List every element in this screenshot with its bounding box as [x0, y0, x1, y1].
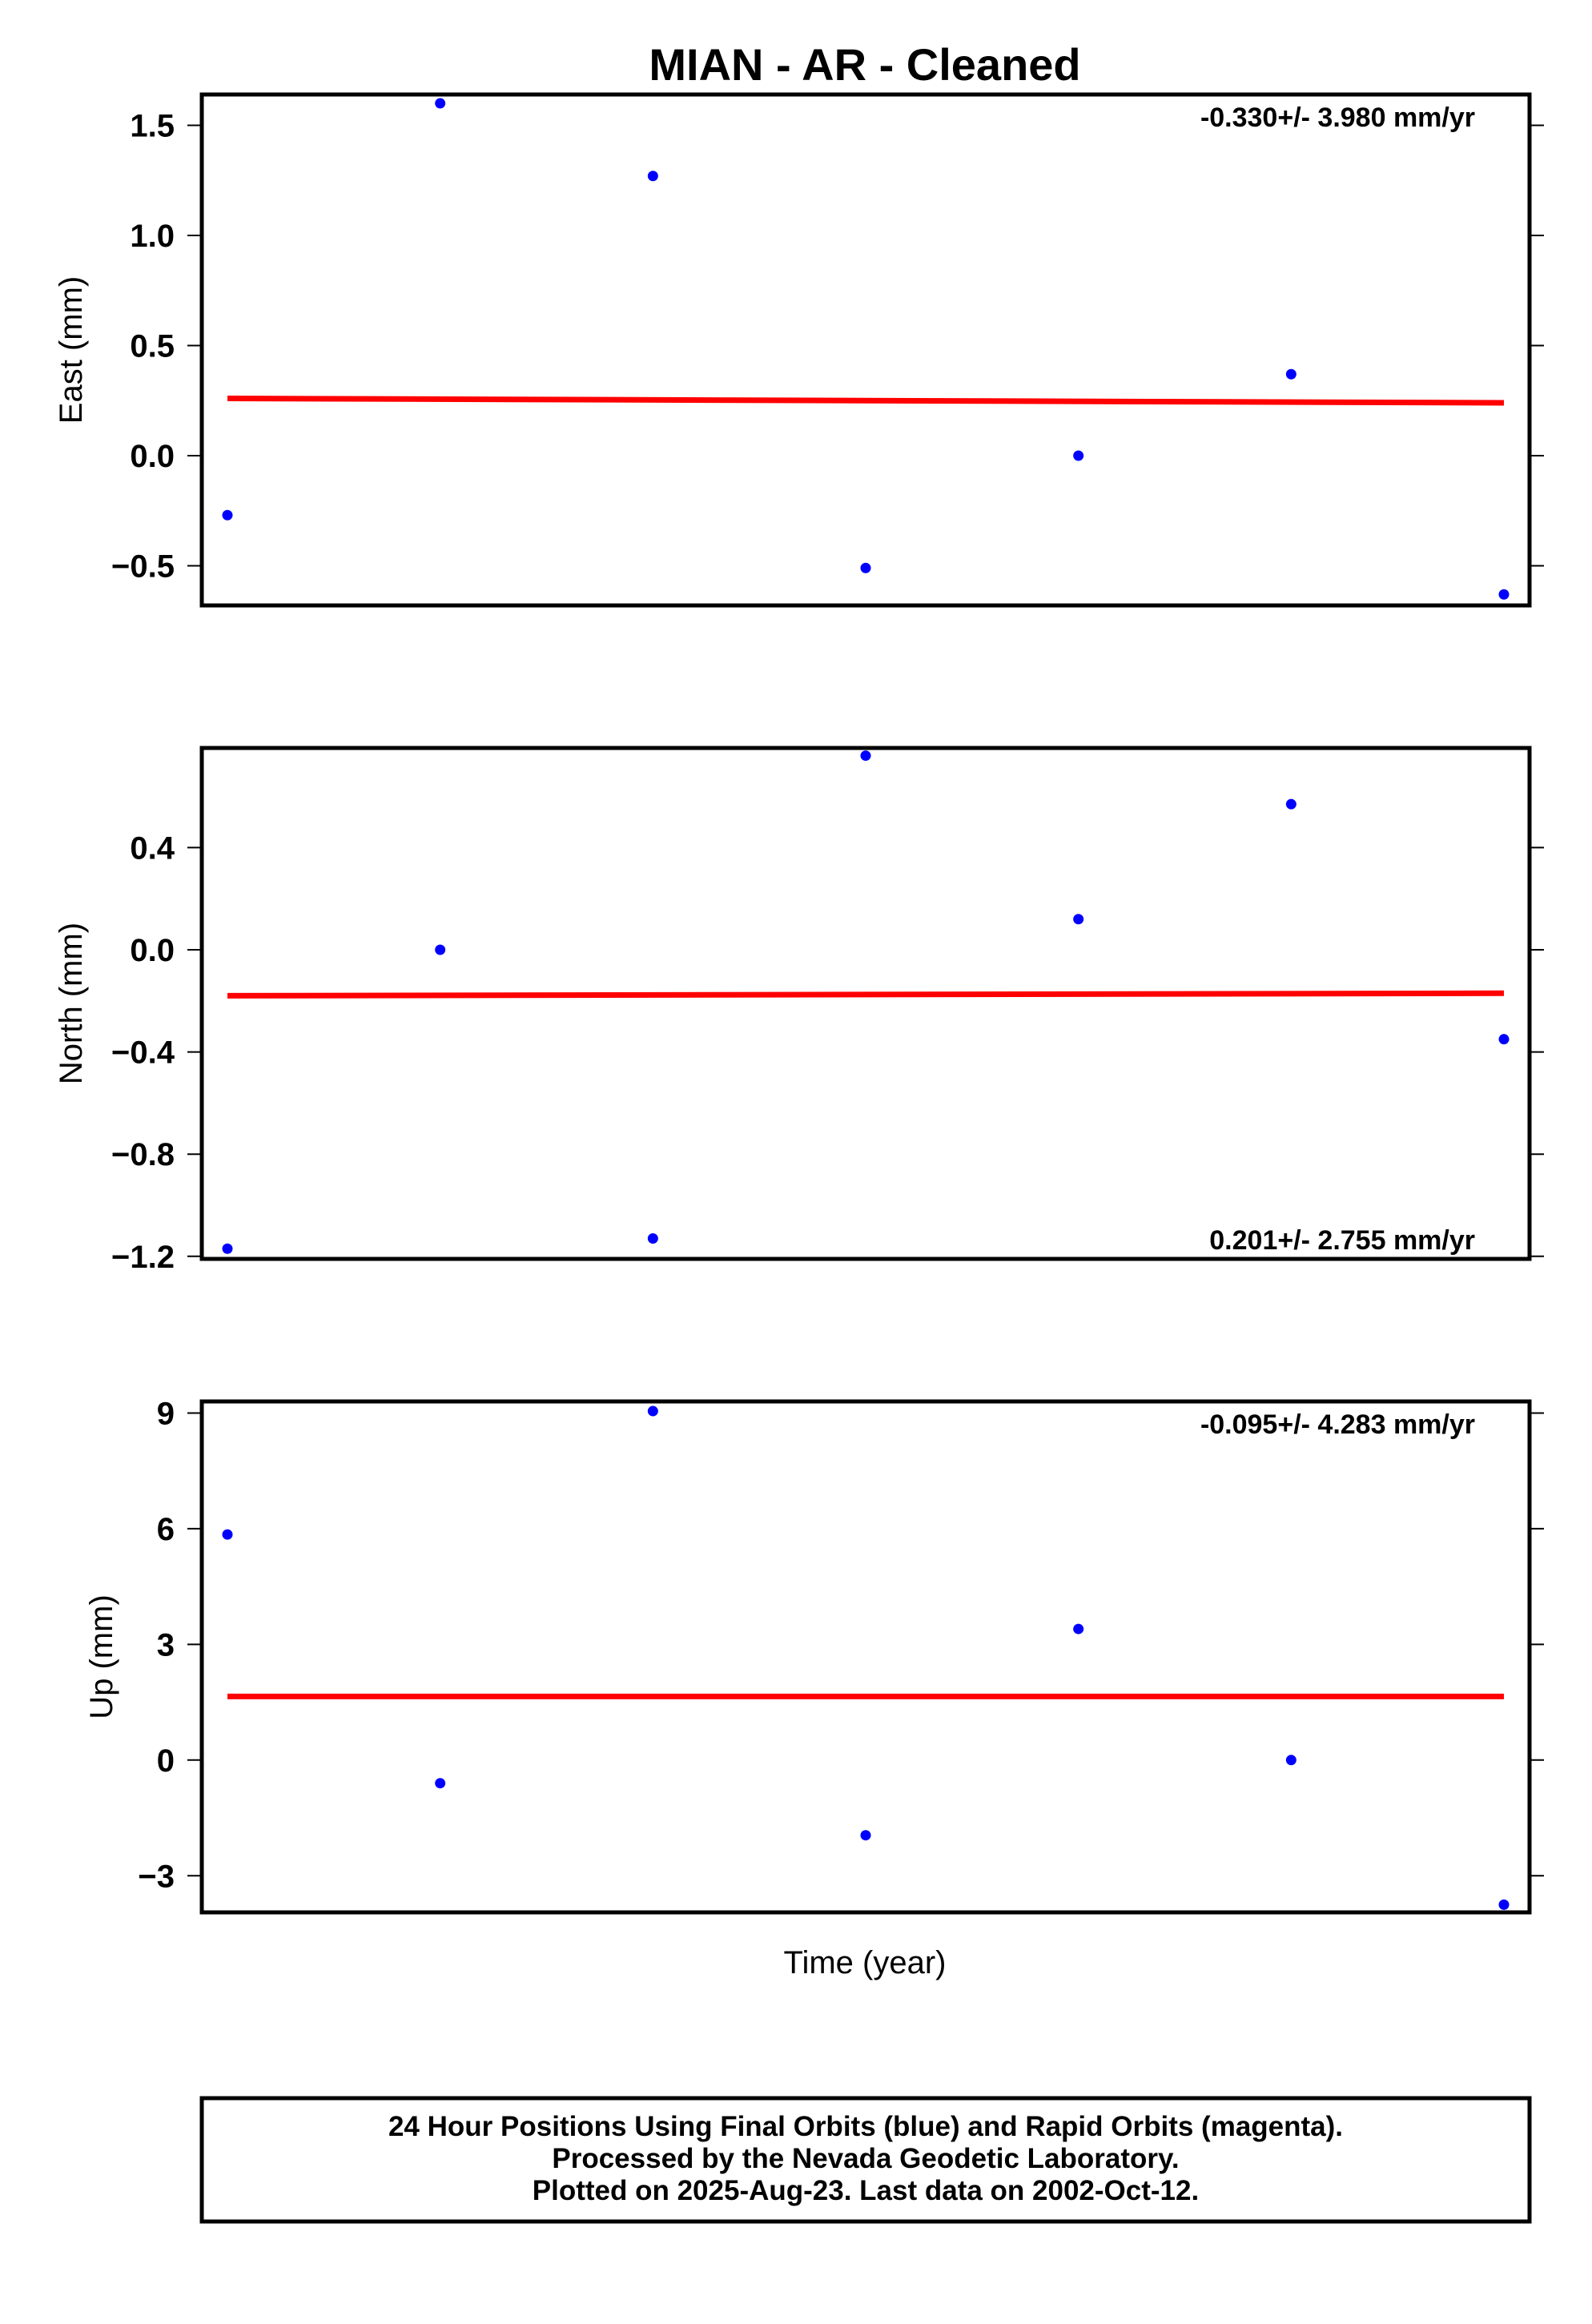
data-point: [222, 1529, 233, 1540]
data-point: [1073, 1623, 1084, 1634]
data-point: [1073, 914, 1084, 925]
data-point: [435, 1778, 446, 1789]
data-point: [1285, 798, 1297, 810]
y-axis-label: Up (mm): [84, 1594, 119, 1719]
panel-frame: [199, 92, 1532, 608]
y-tick-label: 3: [157, 1627, 175, 1663]
y-tick-label: −0.4: [111, 1035, 175, 1071]
velocity-rate-label: -0.095+/- 4.283 mm/yr: [1200, 1409, 1475, 1440]
y-tick-label: 1.5: [130, 109, 175, 144]
y-tick-label: −0.8: [111, 1137, 175, 1172]
y-tick-label: 0.0: [130, 439, 175, 474]
data-point: [1498, 589, 1510, 600]
footer-line-2: Processed by the Nevada Geodetic Laborat…: [552, 2143, 1179, 2174]
panel-frame: [199, 746, 1532, 1261]
y-tick-label: −3: [138, 1859, 175, 1894]
y-tick-label: 6: [157, 1512, 175, 1547]
data-point: [1498, 1899, 1510, 1910]
panel-3: 9 6 3 0 −3 Up (mm) -0.095+/- 4.283 mm/yr: [84, 1396, 1544, 1915]
data-point: [1285, 368, 1297, 380]
footer-frame: [199, 2096, 1532, 2224]
y-axis-label: East (mm): [54, 276, 89, 424]
y-tick-label: 0.5: [130, 329, 175, 364]
trend-line: [227, 396, 1505, 406]
data-point: [1073, 450, 1084, 461]
x-axis-label: Time (year): [784, 1945, 947, 1980]
data-point: [860, 750, 871, 762]
y-tick-label: 9: [157, 1396, 175, 1431]
y-axis-label: North (mm): [54, 923, 89, 1084]
footer-line-1: 24 Hour Positions Using Final Orbits (bl…: [388, 2111, 1343, 2142]
data-point: [435, 944, 446, 955]
data-point: [860, 1830, 871, 1841]
data-point: [647, 1405, 658, 1417]
data-point: [222, 509, 233, 521]
velocity-rate-label: -0.330+/- 3.980 mm/yr: [1200, 103, 1475, 133]
data-point: [860, 562, 871, 573]
y-tick-label: 0.0: [130, 933, 175, 968]
velocity-rate-label: 0.201+/- 2.755 mm/yr: [1209, 1225, 1475, 1256]
panel-frame: [199, 1399, 1532, 1915]
panel-1: 1.5 1.0 0.5 0.0 −0.5 East (mm) -0.330+/- 3.980…: [54, 92, 1544, 608]
y-tick-label: 0.4: [130, 830, 175, 866]
y-tick-label: 0: [157, 1743, 175, 1779]
data-point: [647, 1232, 658, 1244]
data-point: [435, 98, 446, 109]
y-tick-label: 1.0: [130, 219, 175, 254]
y-tick-label: −0.5: [111, 549, 175, 585]
y-tick-label: −1.2: [111, 1240, 175, 1275]
footer-box: 24 Hour Positions Using Final Orbits (bl…: [199, 2096, 1532, 2224]
data-point: [647, 171, 658, 182]
data-point: [222, 1243, 233, 1254]
data-point: [1285, 1755, 1297, 1766]
footer-line-3: Plotted on 2025-Aug-23. Last data on 200…: [533, 2175, 1199, 2206]
panel-2: 0.4 0.0 −0.4 −0.8 −1.2 North (mm) 0.201+/- 2.7…: [54, 746, 1544, 1275]
chart-title: MIAN - AR - Cleaned: [649, 39, 1080, 90]
panels-layer: 1.5 1.0 0.5 0.0 −0.5 East (mm) -0.330+/- 3.980…: [54, 92, 1544, 1915]
trend-line: [227, 990, 1505, 999]
data-point: [1498, 1034, 1510, 1045]
